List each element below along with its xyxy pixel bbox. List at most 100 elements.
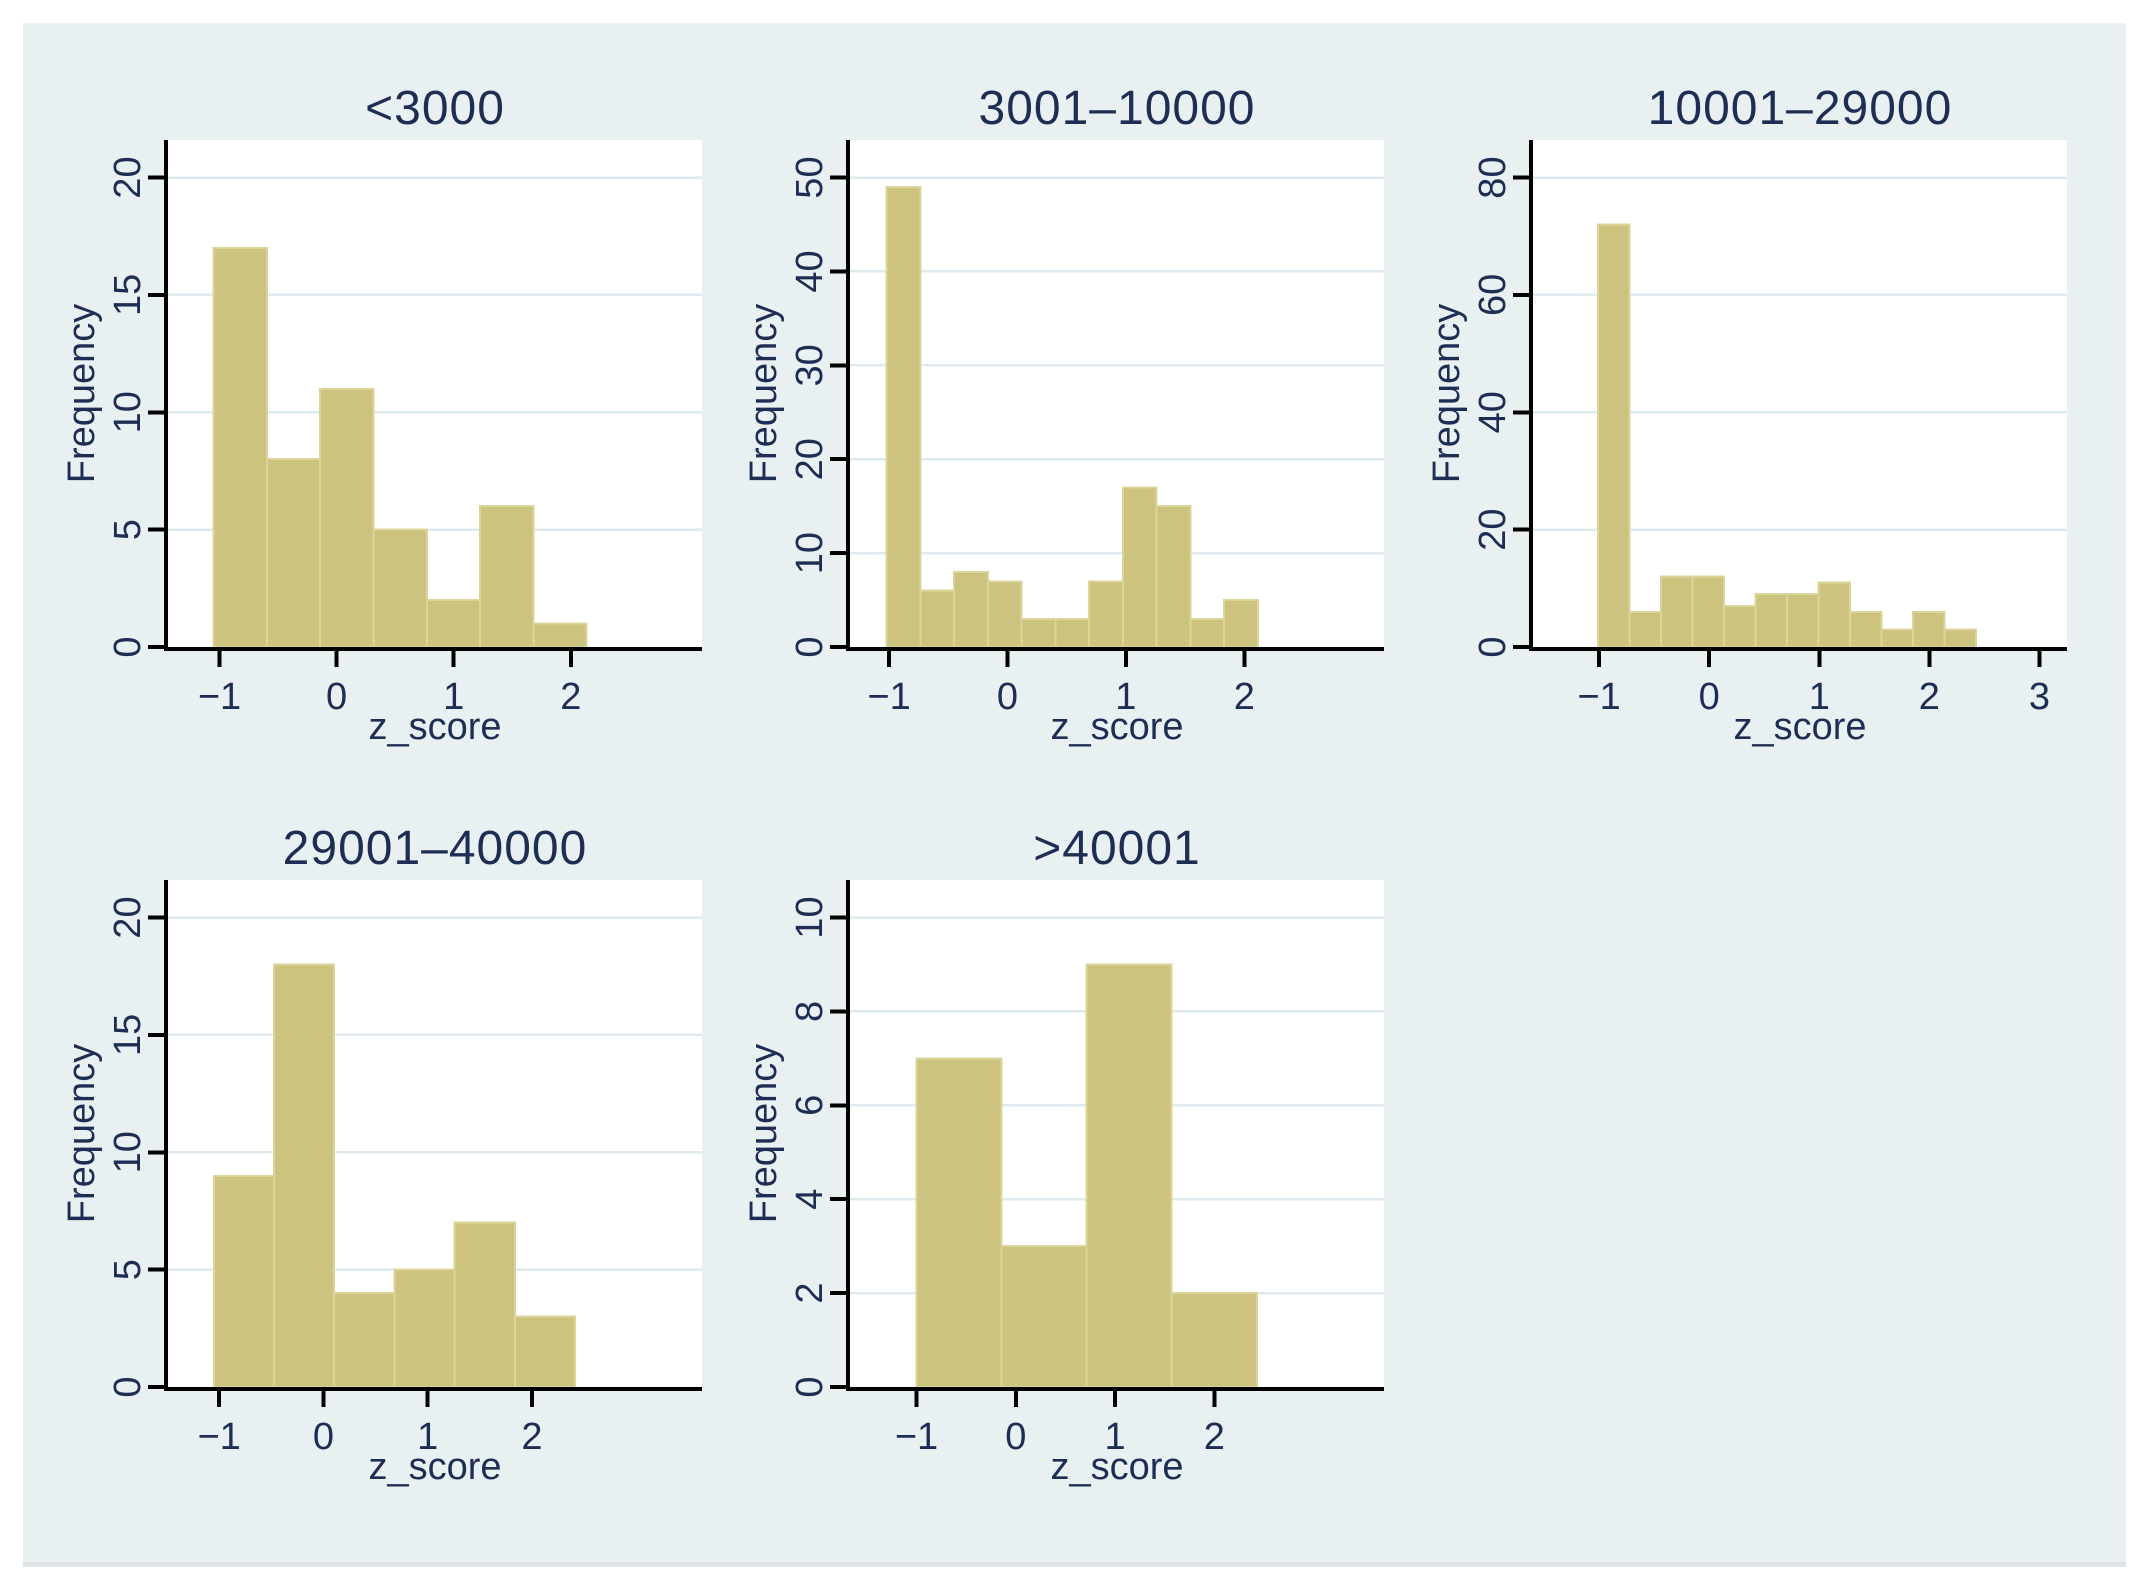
x-tick-label: −1 [197,1416,240,1458]
y-tick-label: 4 [789,1189,831,1210]
x-tick-label: 0 [1699,676,1720,718]
x-tick-label: 1 [417,1416,438,1458]
x-tick-label: 3 [2029,676,2050,718]
y-tick-label: 10 [107,1131,149,1173]
y-tick-label: 10 [107,391,149,433]
histogram-bar [1722,604,1757,648]
x-tick-label: −1 [895,1416,938,1458]
y-tick-label: 15 [107,1014,149,1056]
x-tick-label: 2 [560,676,581,718]
histogram-bar [273,963,336,1388]
y-tick-label: 10 [789,896,831,938]
histogram-bar [1754,593,1788,648]
x-tick-label: 1 [1809,676,1830,718]
y-tick-label: 15 [107,274,149,316]
histogram-bar [265,458,322,648]
histogram-bar [1000,1245,1088,1388]
x-tick-label: 0 [1005,1416,1026,1458]
x-tick-label: 2 [1204,1416,1225,1458]
histogram-bar [1911,610,1946,649]
histogram-bar [1628,610,1662,649]
y-axis-label: Frequency [61,304,103,484]
histogram-bar [1085,963,1173,1388]
histogram-bar [1943,628,1977,648]
y-tick-label: 20 [107,156,149,198]
histogram-bar [919,589,956,649]
x-tick-label: 0 [997,676,1018,718]
histogram-panel-10001-29000: −1 0 1 2 3 0 20 40 60 80 10001–29000 Frequency z_… [1426,82,2067,748]
histogram-bar [425,599,482,648]
histogram-bar [212,1174,276,1388]
x-tick-label: 0 [326,676,347,718]
y-tick-label: 40 [789,250,831,292]
histogram-bar [1054,617,1091,648]
y-tick-label: 0 [107,636,149,657]
y-tick-label: 2 [789,1283,831,1304]
panel-title: 29001–40000 [283,822,588,875]
y-tick-label: 20 [1472,508,1514,550]
x-tick-label: 1 [443,676,464,718]
y-tick-label: 20 [107,896,149,938]
y-tick-label: 8 [789,1001,831,1022]
y-tick-label: 0 [107,1376,149,1397]
histogram-bar [393,1268,456,1389]
histogram-bar [1155,505,1192,648]
histogram-panel-gt40001: −1 0 1 2 0 2 4 6 8 10 >40001 Frequency z_score [743,822,1384,1488]
histogram-bar [372,528,428,649]
panel-title: 3001–10000 [979,82,1256,135]
histogram-bar [479,505,535,648]
y-tick-label: 30 [789,344,831,386]
y-axis-label: Frequency [743,1044,785,1224]
histogram-bar [1817,581,1851,649]
histogram-bar [915,1057,1003,1389]
histogram-bar [1223,599,1259,648]
histogram-bar [532,622,588,648]
x-axis-label: z_score [368,1446,501,1488]
panel-title: >40001 [1033,822,1201,875]
histogram-bar [1121,486,1158,648]
histogram-bar [1020,617,1057,648]
x-tick-label: 2 [1234,676,1255,718]
plot-area: −1 0 1 2 3 0 20 40 60 80 [1472,140,2067,718]
plot-bg [850,140,1384,647]
histogram-bar [1170,1292,1258,1388]
x-axis-label: z_score [1050,1446,1183,1488]
histogram-bar [885,185,922,648]
histogram-bar [1848,610,1883,649]
y-tick-label: 5 [107,1259,149,1280]
histogram-bar [333,1292,396,1388]
histogram-bar [212,246,268,648]
x-tick-label: 1 [1104,1416,1125,1458]
y-tick-label: 0 [789,636,831,657]
histogram-bar [1785,593,1820,648]
y-tick-label: 0 [789,1376,831,1397]
y-tick-label: 5 [107,519,149,540]
histogram-bar [1189,617,1226,648]
y-axis-label: Frequency [1426,304,1468,484]
histogram-bar [513,1315,576,1389]
histogram-bar [1659,575,1694,648]
y-tick-label: 60 [1472,274,1514,316]
y-axis-label: Frequency [743,304,785,484]
y-tick-label: 40 [1472,391,1514,433]
histogram-bar [1088,580,1124,648]
histogram-bar [986,580,1023,648]
histogram-bar [453,1221,516,1389]
x-axis-label: z_score [1733,706,1866,748]
x-tick-label: 2 [521,1416,542,1458]
y-tick-label: 6 [789,1095,831,1116]
y-tick-label: 80 [1472,156,1514,198]
histogram-bar [953,570,989,649]
y-tick-label: 0 [1472,636,1514,657]
x-tick-label: 2 [1919,676,1940,718]
x-tick-label: −1 [1577,676,1620,718]
x-axis-label: z_score [1050,706,1183,748]
x-tick-label: −1 [198,676,241,718]
